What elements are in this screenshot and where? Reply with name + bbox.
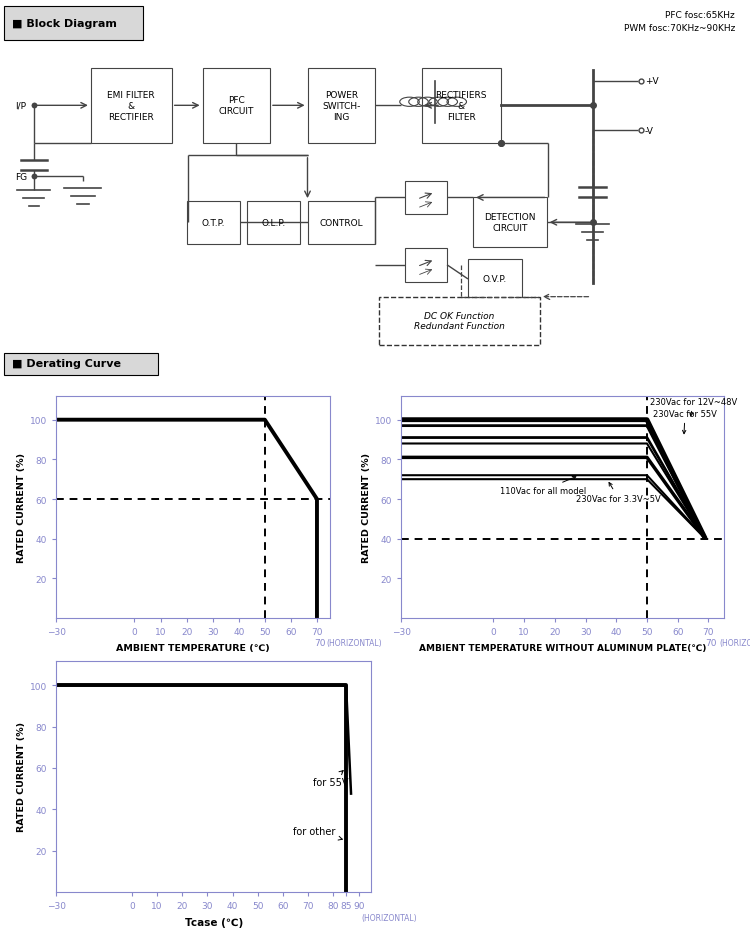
Text: 110Vac for all model: 110Vac for all model [500,477,586,496]
Text: 230Vac for 55V: 230Vac for 55V [653,410,717,434]
Text: (HORIZONTAL): (HORIZONTAL) [719,638,750,648]
Text: +V: +V [645,76,658,86]
Text: DC OK Function
Redundant Function: DC OK Function Redundant Function [413,312,505,331]
Text: O.V.P.: O.V.P. [483,275,507,284]
Text: RECTIFIERS
&
FILTER: RECTIFIERS & FILTER [436,91,487,122]
FancyBboxPatch shape [4,353,158,376]
Text: O.T.P.: O.T.P. [202,218,226,228]
Text: for other: for other [293,826,342,840]
X-axis label: Tcase (℃): Tcase (℃) [184,917,243,927]
Y-axis label: RATED CURRENT (%): RATED CURRENT (%) [362,452,370,563]
FancyBboxPatch shape [308,202,375,244]
Text: O.L.P.: O.L.P. [262,218,286,228]
Text: 230Vac for 3.3V~5V: 230Vac for 3.3V~5V [576,483,661,503]
FancyBboxPatch shape [468,261,522,299]
X-axis label: AMBIENT TEMPERATURE (℃): AMBIENT TEMPERATURE (℃) [116,643,270,652]
FancyBboxPatch shape [379,297,540,346]
Y-axis label: RATED CURRENT (%): RATED CURRENT (%) [16,721,26,832]
FancyBboxPatch shape [405,181,447,215]
Text: DETECTION
CIRCUIT: DETECTION CIRCUIT [484,213,536,233]
FancyBboxPatch shape [473,198,547,248]
Text: PFC fosc:65KHz
PWM fosc:70KHz~90KHz: PFC fosc:65KHz PWM fosc:70KHz~90KHz [624,10,735,33]
Text: 70: 70 [314,638,326,648]
FancyBboxPatch shape [308,69,375,143]
Text: EMI FILTER
&
RECTIFIER: EMI FILTER & RECTIFIER [107,91,155,122]
FancyBboxPatch shape [405,248,447,282]
Text: I/P: I/P [15,102,26,110]
Text: CONTROL: CONTROL [320,218,363,228]
Text: ■ Block Diagram: ■ Block Diagram [12,19,117,28]
FancyBboxPatch shape [202,69,270,143]
X-axis label: AMBIENT TEMPERATURE WITHOUT ALUMINUM PLATE(℃): AMBIENT TEMPERATURE WITHOUT ALUMINUM PLA… [419,643,706,652]
FancyBboxPatch shape [188,202,240,244]
Text: 70: 70 [706,638,717,648]
Text: ■ Derating Curve: ■ Derating Curve [12,359,121,369]
FancyBboxPatch shape [4,8,142,41]
Text: (HORIZONTAL): (HORIZONTAL) [362,913,417,921]
Text: for 55V: for 55V [314,770,349,786]
Text: PFC
CIRCUIT: PFC CIRCUIT [218,96,254,116]
Y-axis label: RATED CURRENT (%): RATED CURRENT (%) [16,452,26,563]
FancyBboxPatch shape [91,69,172,143]
FancyBboxPatch shape [422,69,501,143]
FancyBboxPatch shape [248,202,300,244]
Text: FG: FG [15,173,27,181]
Text: -V: -V [645,126,654,136]
Text: (HORIZONTAL): (HORIZONTAL) [326,638,382,648]
Text: 230Vac for 12V~48V: 230Vac for 12V~48V [650,397,737,416]
Text: POWER
SWITCH-
ING: POWER SWITCH- ING [322,91,361,122]
